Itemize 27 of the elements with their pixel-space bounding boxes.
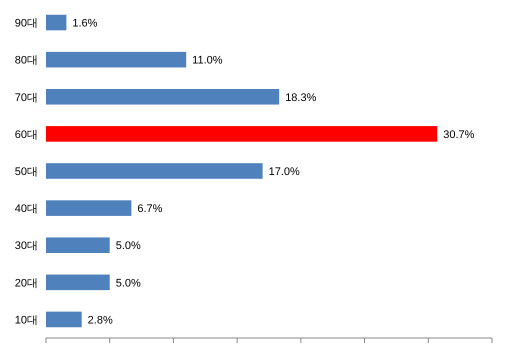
bar [46,126,438,142]
data-label: 11.0% [192,54,223,67]
y-tick-label: 50대 [14,166,38,178]
y-tick-label: 30대 [14,240,38,252]
y-tick-label: 90대 [14,18,38,30]
y-tick-label: 60대 [14,128,38,141]
data-label: 5.0% [116,277,142,290]
bar [46,312,82,328]
bar [46,200,132,216]
y-tick-label: 20대 [14,277,38,290]
y-tick-label: 70대 [14,92,38,104]
data-label: 2.8% [88,314,113,326]
bar [46,237,110,254]
data-label: 18.3% [285,92,317,104]
y-tick-label: 10대 [14,314,38,326]
data-label: 5.0% [116,240,142,252]
data-label: 30.7% [443,128,475,141]
data-label: 6.7% [137,203,163,216]
y-tick-label: 80대 [14,54,38,67]
bar [46,14,66,30]
data-label: 1.6% [72,18,98,30]
bar [46,52,186,68]
bar [46,163,263,179]
y-tick-label: 40대 [14,203,38,216]
data-label: 17.0% [268,166,300,178]
bar [46,274,110,290]
bar [46,88,280,105]
